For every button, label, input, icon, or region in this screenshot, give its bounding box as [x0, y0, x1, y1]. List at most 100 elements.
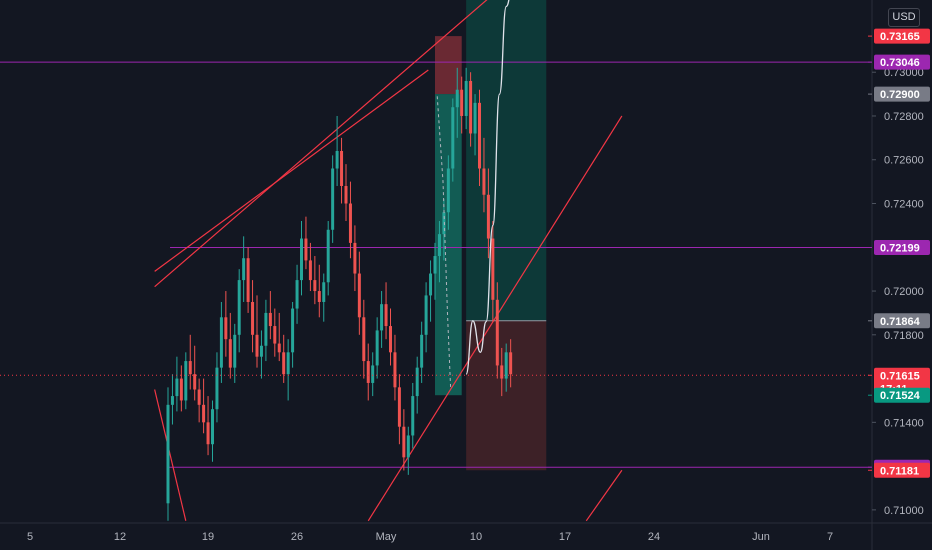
price-tag-label: 0.71615 — [880, 370, 920, 382]
candle — [500, 347, 504, 397]
y-tick-label: 0.72600 — [884, 155, 924, 167]
candle — [300, 221, 303, 296]
x-tick-label: 17 — [559, 531, 571, 543]
x-tick-label: 24 — [648, 531, 660, 543]
candle — [433, 242, 437, 300]
candle — [202, 378, 206, 434]
x-tick-label: 10 — [470, 531, 482, 543]
candle — [326, 221, 330, 296]
x-tick-label: May — [376, 531, 397, 543]
candle — [193, 345, 197, 401]
price-tag-label: 0.71524 — [880, 390, 921, 402]
upper-trendline[interactable] — [154, 69, 429, 272]
candle — [224, 291, 228, 357]
candle — [188, 334, 192, 390]
candle — [469, 72, 473, 147]
candle — [273, 308, 277, 357]
candle — [397, 374, 401, 445]
price-tag-label: 0.73046 — [880, 57, 920, 69]
dashed-projection-path[interactable] — [436, 96, 452, 388]
candle — [348, 181, 352, 259]
x-tick-label: 12 — [114, 531, 126, 543]
tag-mid-level[interactable]: 0.72199 — [868, 239, 930, 255]
y-tick-label: 0.71800 — [884, 330, 924, 342]
candle — [411, 382, 415, 449]
y-tick-label: 0.73000 — [884, 67, 924, 79]
candle — [473, 94, 477, 156]
candle — [251, 280, 255, 353]
candle — [255, 295, 259, 368]
candle — [291, 301, 295, 368]
candle — [282, 334, 286, 383]
candle — [215, 352, 219, 423]
x-tick-label: Jun — [752, 531, 770, 543]
candle — [429, 260, 433, 322]
candle — [460, 76, 464, 134]
tag-resistance[interactable]: 0.73046 — [868, 54, 930, 70]
lower-right-line[interactable] — [585, 469, 623, 522]
price-tag-label: 0.71864 — [880, 316, 921, 328]
candle — [335, 115, 339, 187]
y-tick-label: 0.72000 — [884, 286, 924, 298]
candle — [380, 291, 384, 348]
candle — [393, 334, 397, 401]
candle — [424, 282, 428, 353]
lower-trendline[interactable] — [367, 115, 623, 522]
candle — [486, 168, 490, 259]
plot-area[interactable] — [0, 0, 872, 522]
candle — [211, 400, 214, 462]
candle — [478, 89, 481, 187]
price-tag-label: 0.72900 — [880, 89, 920, 101]
candle — [353, 225, 357, 292]
candle — [295, 264, 299, 324]
long-stop-zone[interactable] — [466, 320, 547, 471]
candle — [206, 396, 210, 456]
candle — [322, 273, 326, 322]
candle — [340, 137, 344, 204]
candle — [233, 323, 237, 383]
candle — [402, 409, 406, 471]
tag-top-red[interactable]: 0.73165 — [868, 28, 930, 44]
candle — [495, 282, 499, 379]
candle — [304, 216, 308, 270]
candle — [482, 137, 486, 213]
candle — [455, 67, 459, 138]
candle — [286, 339, 290, 401]
candle — [170, 374, 174, 425]
candle — [166, 387, 170, 521]
candle — [464, 67, 468, 130]
tag-stop[interactable]: 0.71864 — [868, 313, 930, 329]
candle — [509, 339, 513, 388]
price-tag-label: 0.71181 — [880, 465, 919, 477]
y-tick-label: 0.71400 — [884, 417, 924, 429]
candle — [228, 312, 232, 379]
candle — [242, 236, 246, 302]
y-tick-label: 0.71000 — [884, 505, 924, 517]
candle — [308, 242, 312, 292]
candle — [366, 343, 370, 401]
candle — [384, 282, 388, 340]
tag-entry[interactable]: 0.72900 — [868, 86, 930, 102]
lower-left-line[interactable] — [154, 389, 187, 521]
candle — [268, 291, 272, 340]
price-tag-label: 0.73165 — [880, 31, 920, 43]
y-tick-label: 0.72800 — [884, 111, 924, 123]
candle — [446, 155, 450, 230]
candle — [331, 155, 335, 243]
tag-bottom-red[interactable]: 0.71181 — [868, 462, 930, 478]
candle — [313, 256, 317, 305]
candle — [371, 352, 375, 397]
tag-green[interactable]: 0.71524 — [868, 387, 930, 403]
projection-path[interactable] — [465, 0, 513, 375]
candle — [197, 378, 201, 423]
candle — [491, 221, 495, 322]
x-tick-label: 5 — [27, 531, 33, 543]
candle — [362, 299, 366, 379]
candle — [344, 164, 348, 222]
candle — [259, 330, 263, 379]
currency-button[interactable]: USD — [888, 8, 920, 27]
candle — [375, 317, 379, 379]
candle — [277, 312, 281, 362]
candle — [442, 199, 446, 261]
